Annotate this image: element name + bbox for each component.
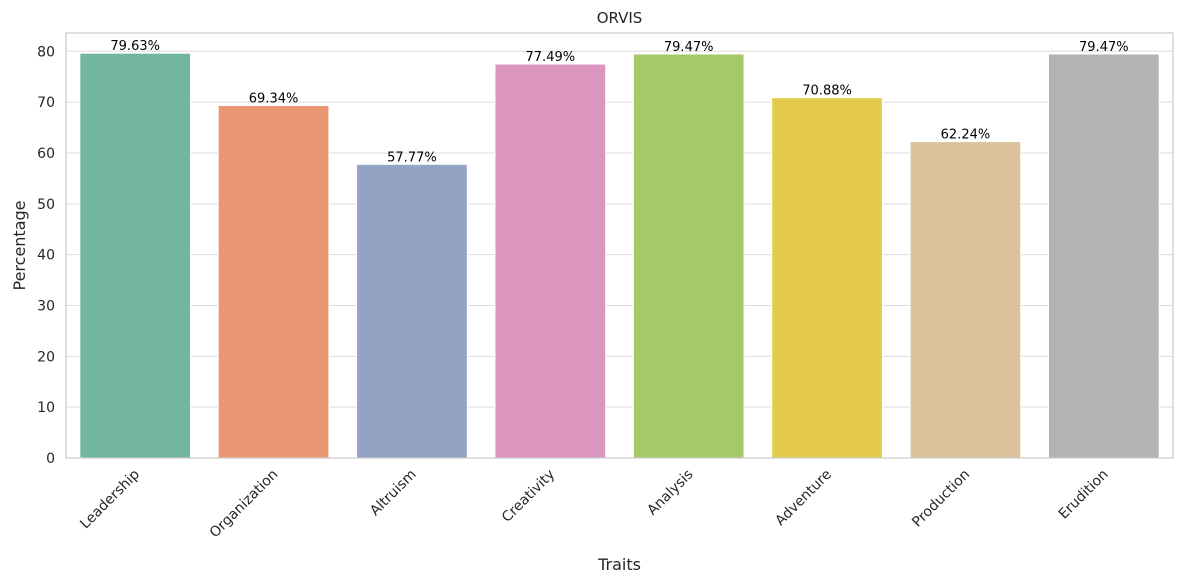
data-label: 79.63% <box>110 39 160 54</box>
bar-creativity <box>494 63 607 459</box>
bar-leadership <box>79 52 192 459</box>
y-tick-label: 60 <box>37 146 55 162</box>
data-label: 77.49% <box>526 50 576 65</box>
bar-production <box>909 141 1022 459</box>
y-tick-label: 80 <box>37 44 55 60</box>
plot-frame <box>65 32 1174 459</box>
y-tick-label: 10 <box>37 400 55 416</box>
y-axis-ticks: 0 10 20 30 40 50 60 70 80 <box>37 44 55 467</box>
bar-adventure <box>771 97 883 459</box>
bar-erudition <box>1047 53 1160 459</box>
y-axis-title: Percentage <box>10 200 29 290</box>
bar-organization <box>217 104 330 459</box>
chart-title: ORVIS <box>597 9 643 27</box>
data-label: 62.24% <box>941 128 991 143</box>
x-axis-title: Traits <box>597 555 641 574</box>
bar-altruism <box>356 163 468 459</box>
y-tick-label: 0 <box>46 451 55 467</box>
y-tick-label: 70 <box>37 95 55 111</box>
data-label: 70.88% <box>802 84 852 99</box>
y-tick-label: 50 <box>37 197 55 213</box>
data-labels: 79.63% 69.34% 57.77% 77.49% 79.47% 70.88% 62.2… <box>110 39 1128 165</box>
data-label: 79.47% <box>664 40 714 55</box>
y-tick-label: 20 <box>37 349 55 365</box>
data-label: 79.47% <box>1079 40 1129 55</box>
data-label: 69.34% <box>249 91 299 106</box>
data-label: 57.77% <box>387 150 437 165</box>
y-tick-label: 40 <box>37 248 55 264</box>
bar-analysis <box>632 53 745 459</box>
bars <box>79 52 1160 459</box>
y-tick-label: 30 <box>37 298 55 314</box>
